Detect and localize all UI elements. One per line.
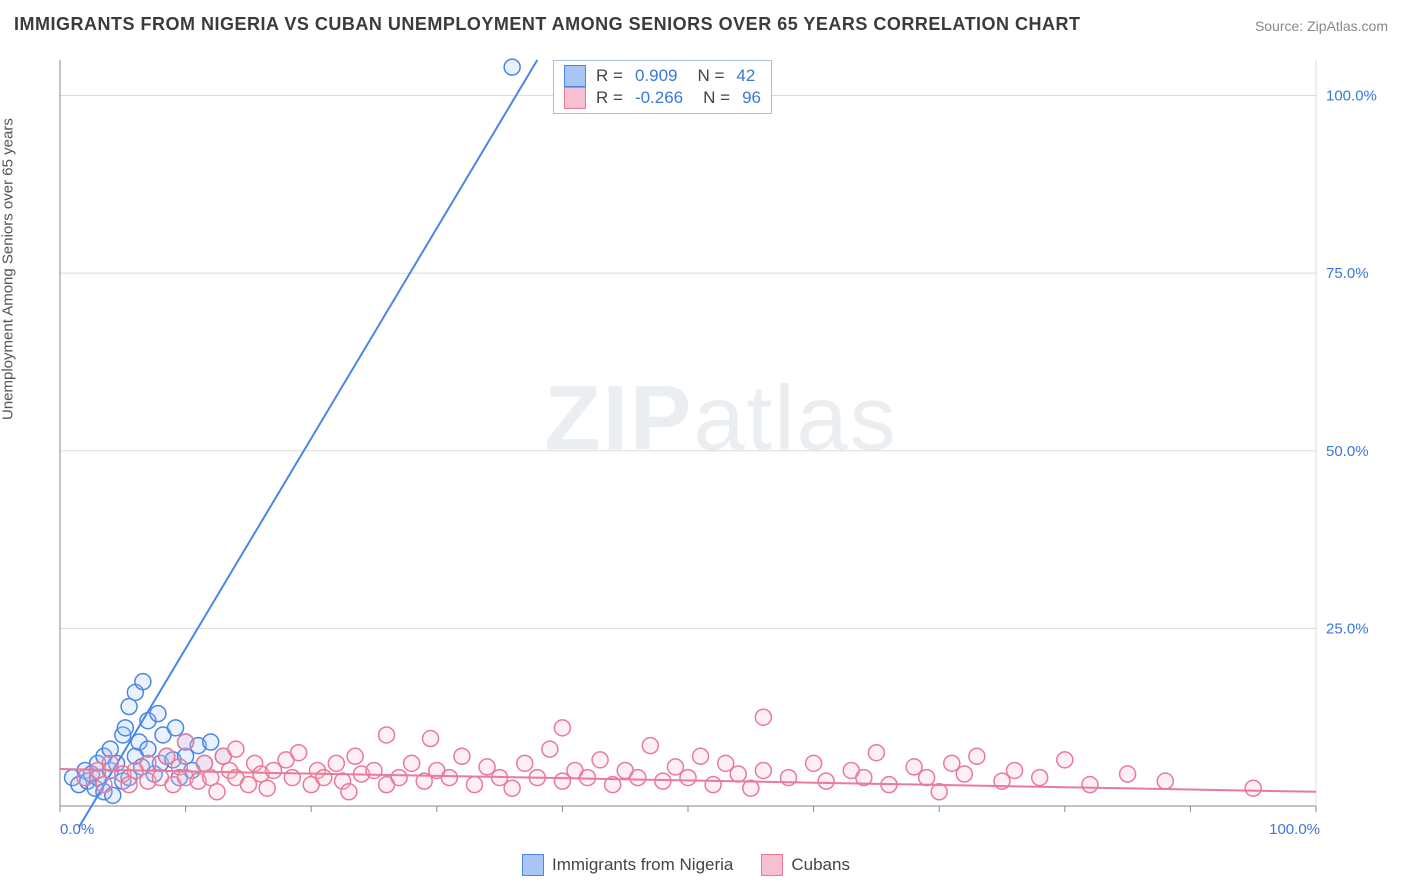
r-value-1: 0.909: [635, 66, 678, 86]
source-attribution: Source: ZipAtlas.com: [1255, 18, 1388, 34]
svg-text:0.0%: 0.0%: [60, 821, 94, 838]
r-label-1: R =: [596, 66, 623, 86]
svg-text:75.0%: 75.0%: [1326, 265, 1369, 282]
legend-item-1: Immigrants from Nigeria: [522, 854, 733, 876]
y-axis-label: Unemployment Among Seniors over 65 years: [0, 118, 17, 420]
legend-item-2: Cubans: [761, 854, 850, 876]
svg-text:25.0%: 25.0%: [1326, 620, 1369, 637]
stats-row-series-1: R = 0.909 N = 42: [564, 65, 761, 87]
r-label-2: R =: [596, 88, 623, 108]
correlation-stats-legend: R = 0.909 N = 42 R = -0.266 N = 96: [553, 60, 772, 114]
svg-text:100.0%: 100.0%: [1269, 821, 1320, 838]
chart-title: IMMIGRANTS FROM NIGERIA VS CUBAN UNEMPLO…: [14, 14, 1081, 35]
n-label-1: N =: [697, 66, 724, 86]
stats-row-series-2: R = -0.266 N = 96: [564, 87, 761, 109]
legend-swatch-2: [564, 87, 586, 109]
r-value-2: -0.266: [635, 88, 683, 108]
legend-swatch-series-2: [761, 854, 783, 876]
scatter-plot-svg: 25.0% 50.0% 75.0% 100.0% 0.0% 100.0%: [56, 56, 1386, 846]
legend-label-2: Cubans: [791, 855, 850, 875]
n-label-2: N =: [703, 88, 730, 108]
legend-swatch-series-1: [522, 854, 544, 876]
chart-plot-area: 25.0%50.0%75.0%100.0%0.0%100.0% ZIPatlas: [56, 56, 1386, 846]
svg-text:50.0%: 50.0%: [1326, 443, 1369, 460]
series-legend: Immigrants from Nigeria Cubans: [522, 854, 850, 876]
svg-text:100.0%: 100.0%: [1326, 88, 1377, 105]
legend-swatch-1: [564, 65, 586, 87]
n-value-1: 42: [736, 66, 755, 86]
n-value-2: 96: [742, 88, 761, 108]
legend-label-1: Immigrants from Nigeria: [552, 855, 733, 875]
